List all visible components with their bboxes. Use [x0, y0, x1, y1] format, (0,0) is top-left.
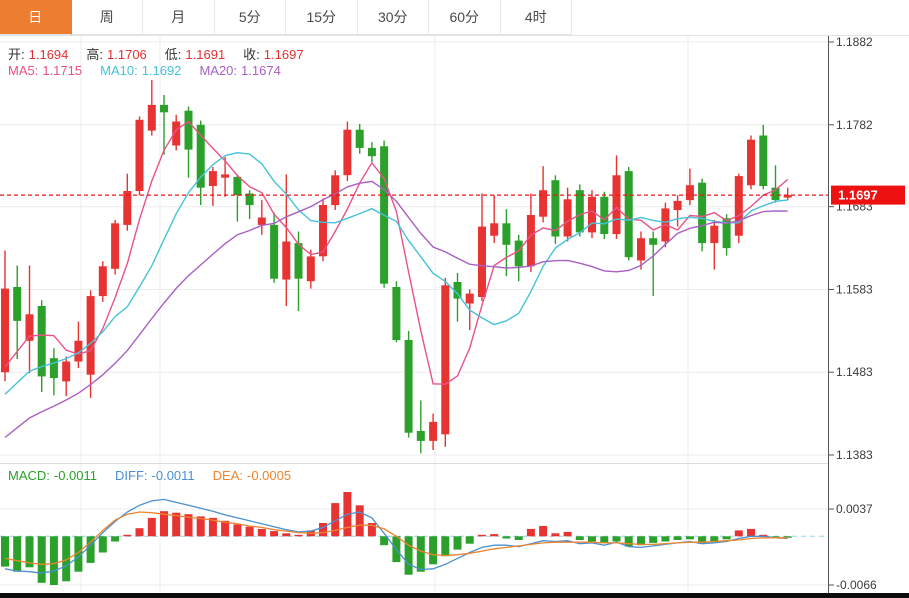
- diff-value: -0.0011: [151, 468, 195, 483]
- ma20-value: 1.1674: [241, 63, 281, 78]
- svg-text:1.1697: 1.1697: [838, 188, 878, 203]
- tab-period-3[interactable]: 5分: [214, 0, 286, 35]
- open-value: 1.1694: [28, 47, 69, 62]
- dea-value: -0.0005: [247, 468, 292, 483]
- high-value: 1.1706: [107, 47, 147, 62]
- svg-text:1.1583: 1.1583: [836, 283, 873, 297]
- tab-period-2[interactable]: 月: [143, 0, 215, 35]
- dea-label: DEA:: [212, 468, 244, 483]
- ma20-label: MA20:: [199, 63, 238, 78]
- macd-value: -0.0011: [53, 468, 98, 483]
- ma10-label: MA10:: [100, 63, 138, 78]
- ma5-label: MA5:: [8, 63, 39, 78]
- tab-period-5[interactable]: 30分: [357, 0, 429, 35]
- svg-text:1.1882: 1.1882: [836, 35, 873, 49]
- ma-legend: MA5: 1.1715 MA10: 1.1692 MA20: 1.1674: [8, 63, 299, 78]
- ma10-value: 1.1692: [141, 63, 182, 78]
- ohlc-legend: 开: 1.1694 高: 1.1706 低: 1.1691 收: 1.1697: [8, 44, 322, 63]
- diff-label: DIFF:: [115, 468, 148, 483]
- tab-period-4[interactable]: 15分: [286, 0, 358, 35]
- tab-period-1[interactable]: 周: [71, 0, 143, 35]
- low-value: 1.1691: [185, 47, 226, 62]
- macd-label: MACD:: [8, 468, 50, 483]
- open-label: 开:: [8, 47, 25, 62]
- svg-text:0.0037: 0.0037: [836, 502, 873, 516]
- close-value: 1.1697: [263, 47, 304, 62]
- svg-text:-0.0066: -0.0066: [836, 578, 877, 592]
- svg-text:1.1483: 1.1483: [836, 365, 873, 379]
- low-label: 低:: [164, 47, 182, 62]
- macd-legend: MACD: -0.0011 DIFF: -0.0011 DEA: -0.0005: [8, 468, 309, 483]
- tab-period-6[interactable]: 60分: [429, 0, 501, 35]
- svg-text:1.1782: 1.1782: [836, 118, 873, 132]
- tab-period-0[interactable]: 日: [0, 0, 72, 35]
- close-label: 收:: [243, 47, 260, 62]
- tab-period-7[interactable]: 4时: [500, 0, 572, 35]
- svg-text:1.1383: 1.1383: [836, 448, 873, 462]
- ma5-value: 1.1715: [42, 63, 83, 78]
- period-tabbar: 日周月 5分 15分 30分 60分 4时: [0, 0, 909, 36]
- high-label: 高:: [86, 47, 104, 62]
